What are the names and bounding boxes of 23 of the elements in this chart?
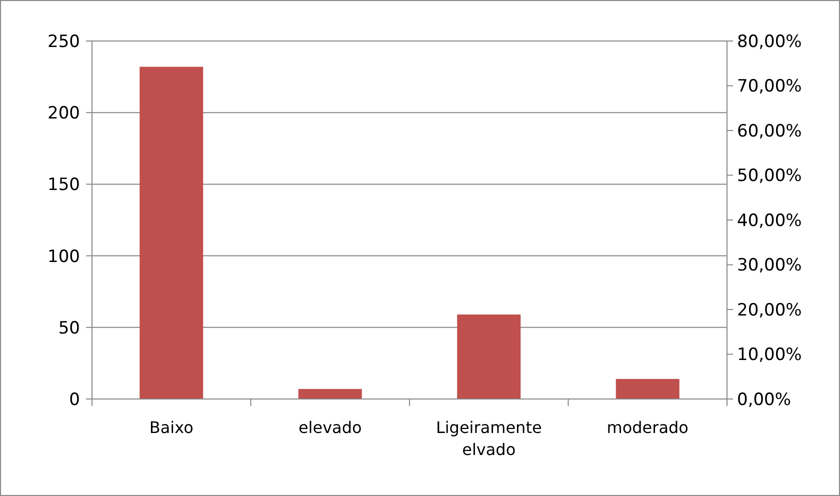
y-tick-label: 0: [69, 390, 80, 410]
y2-tick-label: 10,00%: [737, 345, 802, 366]
x-tick-label: Ligeiramente elvado: [436, 418, 542, 459]
y2-tick-label: 0,00%: [737, 390, 792, 410]
y2-tick-label: 50,00%: [737, 166, 802, 186]
y2-tick-label: 30,00%: [737, 256, 802, 276]
y2-tick-label: 20,00%: [737, 300, 802, 320]
bar: [140, 66, 204, 399]
y-tick-label: 150: [48, 175, 80, 196]
y2-tick-label: 80,00%: [737, 32, 802, 52]
y-tick-label: 50: [58, 318, 80, 338]
x-tick-label: Baixo: [149, 418, 194, 437]
y2-tick-label: 40,00%: [737, 210, 802, 231]
y2-tick-label: 60,00%: [737, 121, 802, 142]
y-tick-label: 100: [48, 246, 80, 267]
bar: [457, 314, 521, 399]
y-tick-label: 200: [48, 104, 80, 124]
y-tick-label: 250: [48, 32, 80, 52]
x-tick-label: elevado: [298, 418, 362, 437]
x-tick-label: moderado: [606, 418, 688, 437]
bar: [616, 378, 680, 399]
y2-tick-label: 70,00%: [737, 76, 802, 97]
bar: [298, 388, 362, 399]
